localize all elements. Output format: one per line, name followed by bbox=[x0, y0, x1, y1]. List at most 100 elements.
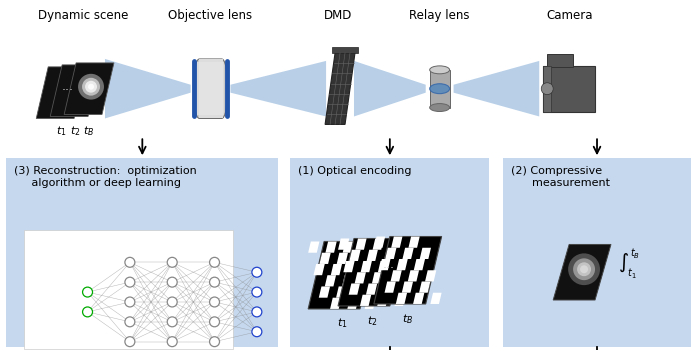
Circle shape bbox=[577, 262, 591, 276]
Polygon shape bbox=[372, 238, 384, 250]
Polygon shape bbox=[359, 275, 370, 286]
Polygon shape bbox=[384, 250, 395, 261]
Polygon shape bbox=[330, 298, 342, 309]
Circle shape bbox=[252, 327, 262, 337]
Circle shape bbox=[167, 337, 177, 347]
Polygon shape bbox=[379, 259, 391, 270]
Polygon shape bbox=[308, 241, 376, 309]
Circle shape bbox=[125, 277, 135, 287]
Polygon shape bbox=[343, 241, 354, 253]
Polygon shape bbox=[377, 295, 388, 306]
Polygon shape bbox=[338, 238, 406, 306]
Text: Relay lens: Relay lens bbox=[410, 9, 470, 22]
Circle shape bbox=[252, 267, 262, 277]
Polygon shape bbox=[325, 53, 355, 124]
Polygon shape bbox=[355, 272, 366, 284]
Polygon shape bbox=[354, 253, 365, 264]
Polygon shape bbox=[367, 250, 378, 261]
Circle shape bbox=[125, 317, 135, 327]
Bar bbox=[332, 47, 358, 53]
Polygon shape bbox=[314, 264, 325, 275]
Polygon shape bbox=[326, 241, 337, 253]
Ellipse shape bbox=[430, 104, 449, 112]
Polygon shape bbox=[420, 248, 431, 259]
Polygon shape bbox=[454, 61, 539, 117]
Circle shape bbox=[88, 84, 94, 90]
Polygon shape bbox=[425, 270, 436, 282]
Circle shape bbox=[83, 287, 92, 297]
Polygon shape bbox=[319, 253, 330, 264]
Polygon shape bbox=[318, 286, 330, 298]
Polygon shape bbox=[389, 272, 400, 284]
Text: ...: ... bbox=[383, 258, 395, 271]
Text: (1) Optical encoding: (1) Optical encoding bbox=[298, 166, 412, 176]
Circle shape bbox=[209, 277, 220, 287]
Circle shape bbox=[167, 277, 177, 287]
Polygon shape bbox=[365, 298, 376, 309]
Polygon shape bbox=[408, 237, 420, 248]
Polygon shape bbox=[354, 286, 365, 298]
Text: (2) Compressive
      measurement: (2) Compressive measurement bbox=[512, 166, 610, 188]
Circle shape bbox=[209, 297, 220, 307]
Polygon shape bbox=[330, 264, 342, 275]
Polygon shape bbox=[383, 284, 395, 295]
Text: $t_1$: $t_1$ bbox=[56, 124, 66, 138]
Circle shape bbox=[167, 297, 177, 307]
Text: ...: ... bbox=[62, 80, 74, 93]
Text: Dynamic scene: Dynamic scene bbox=[38, 9, 128, 22]
Circle shape bbox=[125, 337, 135, 347]
Ellipse shape bbox=[430, 84, 449, 94]
Polygon shape bbox=[348, 264, 359, 275]
Polygon shape bbox=[360, 261, 372, 272]
Polygon shape bbox=[395, 293, 407, 304]
Circle shape bbox=[167, 317, 177, 327]
Circle shape bbox=[573, 258, 595, 280]
Text: Objective lens: Objective lens bbox=[169, 9, 253, 22]
Polygon shape bbox=[344, 261, 355, 272]
Polygon shape bbox=[325, 275, 336, 286]
Polygon shape bbox=[395, 295, 406, 306]
Polygon shape bbox=[553, 244, 611, 300]
Polygon shape bbox=[230, 61, 326, 117]
Polygon shape bbox=[414, 259, 425, 270]
Polygon shape bbox=[308, 241, 319, 253]
Polygon shape bbox=[366, 284, 377, 295]
Ellipse shape bbox=[430, 66, 449, 74]
Polygon shape bbox=[374, 237, 442, 304]
Bar bbox=[543, 66, 551, 112]
Circle shape bbox=[568, 253, 600, 285]
Polygon shape bbox=[413, 293, 424, 304]
Polygon shape bbox=[391, 237, 402, 248]
Polygon shape bbox=[430, 293, 442, 304]
Polygon shape bbox=[419, 282, 430, 293]
Bar bbox=[543, 66, 595, 112]
Polygon shape bbox=[50, 65, 100, 117]
Polygon shape bbox=[360, 295, 371, 306]
Bar bbox=[503, 158, 691, 347]
Circle shape bbox=[252, 307, 262, 317]
Polygon shape bbox=[396, 259, 408, 270]
Circle shape bbox=[209, 317, 220, 327]
Polygon shape bbox=[64, 63, 114, 114]
Bar bbox=[290, 158, 489, 347]
Text: $\int_{t_1}^{t_B}$: $\int_{t_1}^{t_B}$ bbox=[618, 247, 640, 281]
Circle shape bbox=[209, 257, 220, 267]
Text: $t_B$: $t_B$ bbox=[83, 124, 94, 138]
Circle shape bbox=[85, 81, 97, 93]
Text: $t_B$: $t_B$ bbox=[402, 312, 414, 326]
Bar bbox=[199, 59, 223, 118]
Text: $t_2$: $t_2$ bbox=[367, 314, 377, 328]
Text: $t_2$: $t_2$ bbox=[70, 124, 80, 138]
Bar bbox=[6, 158, 279, 347]
Polygon shape bbox=[337, 253, 348, 264]
Circle shape bbox=[125, 297, 135, 307]
Polygon shape bbox=[354, 61, 426, 117]
Circle shape bbox=[82, 78, 100, 95]
Text: (3) Reconstruction:  optimization
     algorithm or deep learning: (3) Reconstruction: optimization algorit… bbox=[14, 166, 197, 188]
Circle shape bbox=[252, 287, 262, 297]
Circle shape bbox=[83, 307, 92, 317]
Polygon shape bbox=[349, 250, 360, 261]
Polygon shape bbox=[356, 238, 367, 250]
Polygon shape bbox=[391, 270, 402, 282]
Text: $t_1$: $t_1$ bbox=[337, 316, 347, 330]
